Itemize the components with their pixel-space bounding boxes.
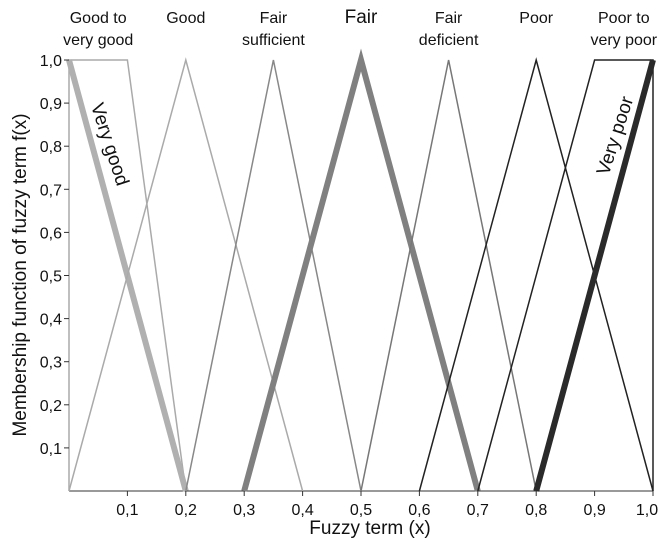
fuzzy-term-labels: Good to very good Good Fair sufficient Fair Fa… [63,7,658,49]
x-tick-label: 0,3 [233,502,255,519]
series-line-8 [477,59,654,492]
y-tick-label: 0,7 [40,182,62,199]
series-line-5 [241,48,481,492]
term-label: Good [166,10,205,27]
series-line-7 [418,57,654,492]
x-tick-label: 0,9 [583,502,605,519]
annotations: Very good Very poor [86,93,638,188]
y-tick-label: 0,5 [40,269,62,286]
y-axis-ticks: 0,1 0,2 0,3 0,4 0,5 0,6 0,7 0,8 0,9 1,0 [40,53,69,458]
y-tick-label: 0,8 [40,139,62,156]
x-tick-label: 0,1 [116,502,138,519]
series-line-4 [185,59,362,492]
x-tick-label: 0,7 [467,502,489,519]
series-layer [66,48,656,492]
y-tick-label: 0,4 [40,312,62,329]
y-tick-label: 0,2 [40,398,62,415]
x-tick-label: 0,5 [350,502,372,519]
y-tick-label: 0,9 [40,96,62,113]
y-tick-label: 0,6 [40,225,62,242]
x-tick-label: 0,2 [175,502,197,519]
x-tick-label: 0,4 [291,502,313,519]
y-tick-label: 0,3 [40,355,62,372]
x-tick-label: 0,8 [525,502,547,519]
y-tick-label: 0,1 [40,441,62,458]
y-axis-title: Membership function of fuzzy term f(x) [10,113,31,436]
term-label: Poor [519,10,553,27]
x-axis-ticks: 0,1 0,2 0,3 0,4 0,5 0,6 0,7 0,8 0,9 1,0 [116,491,658,519]
term-label: Fair sufficient [242,10,305,49]
term-label: Good to very good [63,10,133,49]
x-tick-label: 1,0 [636,502,658,519]
x-axis-title: Fuzzy term (x) [309,518,430,539]
y-tick-label: 1,0 [40,53,62,70]
term-label: Fair [345,7,378,28]
term-label: Fair deficient [419,10,479,49]
series-line-9 [533,59,656,492]
series-line-6 [360,59,537,492]
x-tick-label: 0,6 [408,502,430,519]
series-line-3 [68,57,304,492]
term-label: Poor to very poor [590,10,657,49]
